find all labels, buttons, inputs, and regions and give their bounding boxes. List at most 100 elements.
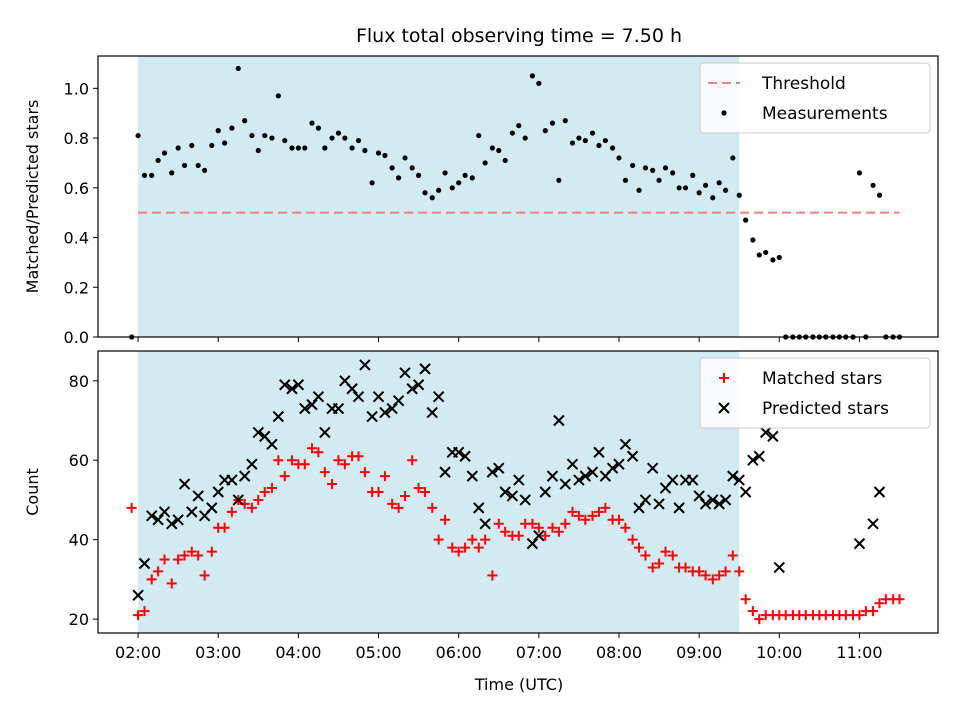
count-point-1-16 — [238, 470, 251, 482]
ratio-point-0-81 — [670, 170, 676, 176]
count-point-1-45 — [432, 390, 445, 403]
ratio-point-0-12 — [209, 142, 215, 149]
ratio-point-0-51 — [469, 175, 475, 181]
count-point-1-85 — [699, 498, 712, 510]
count-y-axis-label: Count — [23, 468, 42, 516]
count-point-0-34 — [353, 451, 364, 462]
count-point-1-89 — [727, 470, 739, 482]
ratio-point-0-97 — [776, 254, 782, 261]
count-point-0-52 — [473, 542, 484, 553]
count-point-0-76 — [634, 542, 645, 553]
ratio-point-0-9 — [189, 142, 195, 149]
ratio-point-0-17 — [242, 118, 248, 124]
ratio-point-0-22 — [275, 93, 281, 99]
ratio-point-0-8 — [181, 162, 188, 169]
count-point-1-63 — [553, 414, 565, 427]
count-point-1-35 — [366, 410, 378, 423]
count-point-0-9 — [186, 546, 197, 557]
xtick-label: 06:00 — [436, 643, 482, 662]
ratio-point-0-37 — [375, 150, 382, 156]
count-point-0-30 — [327, 479, 338, 490]
count-point-1-0 — [132, 589, 144, 601]
count-point-1-73 — [619, 438, 632, 451]
xtick-label: 07:00 — [516, 643, 562, 662]
count-point-0-41 — [399, 490, 410, 501]
ratio-point-0-90 — [730, 155, 736, 161]
count-point-1-56 — [506, 490, 519, 502]
count-point-0-70 — [593, 506, 604, 517]
count-point-1-77 — [646, 462, 659, 474]
count-point-0-35 — [359, 467, 370, 478]
count-point-1-84 — [693, 490, 705, 502]
xtick-label: 10:00 — [756, 643, 802, 662]
count-point-1-2 — [145, 510, 158, 522]
count-point-0-42 — [407, 455, 418, 466]
ratio-point-0-58 — [516, 123, 522, 129]
xtick-label: 11:00 — [836, 643, 882, 662]
ratio-point-0-44 — [422, 190, 428, 196]
count-point-0-49 — [453, 546, 464, 557]
ratio-point-0-5 — [161, 150, 168, 156]
count-point-0-112 — [874, 598, 885, 609]
count-point-1-1 — [138, 557, 151, 570]
ratio-point-0-86 — [702, 182, 709, 188]
count-point-1-22 — [279, 379, 291, 391]
count-legend-box — [699, 357, 931, 429]
count-point-0-87 — [707, 574, 718, 585]
ratio-observing-window — [138, 56, 740, 337]
count-point-0-68 — [580, 514, 591, 525]
count-point-0-54 — [487, 570, 498, 581]
count-point-1-78 — [653, 498, 665, 510]
count-point-0-28 — [313, 447, 324, 458]
count-point-1-61 — [539, 486, 551, 498]
count-point-1-43 — [419, 363, 431, 375]
count-point-0-6 — [166, 578, 177, 589]
count-point-1-92 — [747, 454, 759, 466]
count-point-1-88 — [719, 494, 732, 506]
ratio-point-0-66 — [569, 140, 576, 146]
count-point-1-14 — [226, 474, 238, 486]
ratio-point-0-62 — [542, 128, 548, 134]
ratio-point-0-34 — [355, 137, 362, 144]
ratio-point-0-48 — [449, 185, 455, 191]
count-point-1-69 — [593, 446, 605, 458]
count-observing-window — [138, 351, 740, 633]
count-point-1-44 — [426, 406, 438, 419]
ratio-point-0-84 — [690, 172, 696, 178]
ratio-point-0-95 — [763, 249, 769, 256]
count-point-0-37 — [373, 487, 384, 497]
count-point-0-56 — [500, 526, 511, 537]
count-point-0-32 — [339, 459, 350, 470]
ratio-point-0-32 — [342, 135, 348, 141]
legend-label: Predicted stars — [762, 399, 889, 419]
count-point-1-27 — [312, 390, 325, 403]
count-point-1-90 — [733, 474, 745, 486]
count-point-0-89 — [720, 566, 731, 577]
count-ytick-label: 60 — [69, 451, 89, 470]
ratio-point-0-16 — [235, 65, 241, 72]
count-panel: 20 40 60 80 02:00 03:00 04:00 05:00 06:00 07:00 08… — [23, 350, 939, 662]
ratio-point-0-10 — [195, 162, 201, 169]
count-point-1-46 — [439, 466, 451, 478]
ratio-point-0-76 — [636, 187, 642, 193]
ratio-point-0-85 — [696, 190, 702, 196]
count-axes-frame — [97, 350, 939, 634]
count-point-0-86 — [700, 570, 711, 581]
count-point-1-26 — [306, 398, 318, 411]
count-point-1-67 — [579, 470, 592, 482]
ratio-point-0-28 — [315, 125, 322, 131]
ratio-point-0-69 — [589, 130, 596, 136]
ratio-point-0-19 — [255, 147, 261, 154]
ratio-point-0-11 — [202, 167, 208, 173]
count-point-1-8 — [186, 506, 198, 518]
ratio-point-0-45 — [429, 195, 435, 201]
count-point-1-60 — [533, 529, 545, 542]
count-point-1-40 — [399, 367, 411, 379]
ratio-point-0-61 — [536, 80, 542, 86]
count-point-1-74 — [626, 450, 639, 462]
ratio-point-0-112 — [876, 192, 883, 198]
xtick-label: 05:00 — [355, 643, 401, 662]
ratio-point-0-26 — [302, 145, 308, 151]
count-point-0-46 — [433, 534, 444, 545]
